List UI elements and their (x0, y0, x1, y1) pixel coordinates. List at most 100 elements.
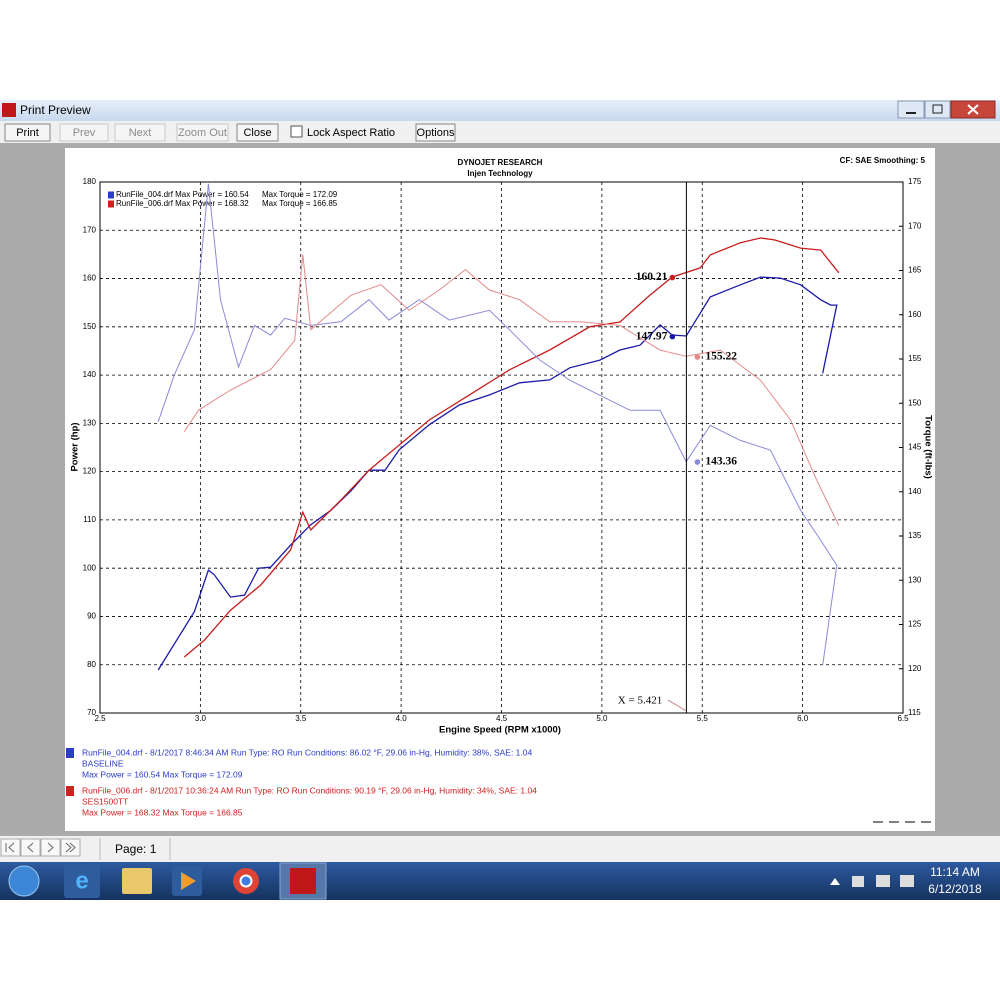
legend-swatch (108, 200, 114, 208)
minimize-button[interactable] (897, 100, 925, 119)
y-tick-label: 130 (83, 418, 97, 427)
ie-glyph: e (75, 867, 88, 894)
options-button[interactable] (415, 123, 456, 142)
page-nav (0, 838, 81, 857)
legend-label: RunFile_004.drf Max Power = 160.54 (116, 190, 249, 199)
cursor-readout: 143.36 (705, 456, 737, 468)
y2-tick-label: 150 (908, 398, 922, 407)
series-line (157, 276, 838, 671)
toolbar-button-label[interactable]: Prev (73, 127, 96, 139)
x-axis-title: Engine Speed (RPM x1000) (439, 725, 561, 736)
restore-glyph (932, 104, 943, 114)
run-swatch (66, 748, 74, 758)
toolbar-button-label[interactable]: Print (16, 127, 39, 139)
app-icon (2, 103, 16, 117)
cursor-point (669, 274, 676, 281)
ie-icon[interactable] (64, 864, 100, 898)
first-page-button[interactable] (0, 838, 21, 857)
series-line (183, 237, 840, 658)
toolbar-button-label[interactable]: Next (129, 127, 152, 139)
restore-button[interactable] (924, 100, 951, 119)
toolbar-button[interactable] (59, 123, 109, 142)
x-tick-label: 4.0 (396, 714, 408, 723)
legend-torque: Max Torque = 166.85 (262, 199, 338, 208)
x-tick-label: 4.5 (496, 714, 508, 723)
media-glyph (181, 872, 196, 890)
cursor-point (669, 333, 676, 340)
chart: DYNOJET RESEARCH Injen Technology CF: SAE … (66, 156, 933, 817)
toolbar-buttons: Print Prev Next Zoom Out Close (4, 123, 279, 142)
y-tick-label: 170 (83, 225, 97, 234)
toolbar-button[interactable] (236, 123, 279, 142)
cursor-readout: 155.22 (705, 351, 737, 363)
checkbox-label[interactable]: Lock Aspect Ratio (307, 127, 395, 139)
run-info: RunFile_004.drf - 8/1/2017 8:46:34 AM Ru… (82, 747, 532, 757)
run-swatch (66, 786, 74, 796)
chrome-glyph (239, 874, 253, 888)
toolbar-button[interactable] (114, 123, 166, 142)
y-tick-label: 150 (83, 322, 97, 331)
y-tick-label: 110 (83, 515, 96, 524)
explorer-icon[interactable] (122, 868, 152, 894)
close-glyph (967, 104, 979, 115)
y2-tick-label: 135 (908, 531, 922, 540)
run-info: RunFile_006.drf - 8/1/2017 10:36:24 AM R… (82, 785, 537, 795)
y2-tick-label: 115 (908, 708, 921, 717)
page-indicator: Page: 1 (115, 842, 157, 856)
y2-tick-label: 125 (908, 620, 922, 629)
y-tick-label: 140 (83, 370, 97, 379)
nav-glyphs (5, 842, 76, 853)
legend-swatch (108, 191, 114, 199)
start-button[interactable] (8, 865, 40, 897)
legend-label: RunFile_006.drf Max Power = 168.32 (116, 199, 249, 208)
clock-time: 11:14 AM (930, 865, 980, 879)
cursor-label: X = 5.421 (618, 695, 662, 707)
toolbar-button-label[interactable]: Close (243, 127, 271, 139)
y2-tick-label: 165 (908, 266, 922, 275)
y2-tick-label: 130 (908, 575, 922, 584)
toolbar-button-label[interactable]: Zoom Out (178, 127, 227, 139)
cursor-leader (667, 699, 687, 712)
series-line (157, 183, 838, 666)
options-label[interactable]: Options (417, 127, 455, 139)
y-tick-label: 100 (83, 563, 97, 572)
x-tick-label: 3.5 (295, 714, 307, 723)
x-tick-label: 2.5 (94, 714, 106, 723)
status-bar (0, 836, 1000, 862)
y2-tick-label: 170 (908, 221, 922, 230)
action-icon[interactable] (900, 875, 914, 887)
y-axis-title: Power (hp) (70, 422, 81, 471)
series-line (183, 254, 840, 526)
dynojet-glyph (290, 868, 316, 894)
run-info: Max Power = 168.32 Max Torque = 166.85 (82, 807, 243, 817)
y2-tick-label: 175 (908, 177, 922, 186)
toolbar-button[interactable] (176, 123, 229, 142)
volume-icon[interactable] (852, 876, 864, 887)
y-tick-label: 70 (87, 708, 96, 717)
y2-tick-label: 120 (908, 664, 922, 673)
title-bar (0, 100, 1000, 121)
network-icon[interactable] (876, 875, 890, 887)
x-tick-label: 6.0 (797, 714, 809, 723)
toolbar-button[interactable] (4, 123, 51, 142)
tray-arrow[interactable] (830, 878, 840, 885)
y2-tick-label: 155 (908, 354, 922, 363)
y-tick-label: 160 (83, 274, 97, 283)
prev-page-button[interactable] (20, 838, 41, 857)
x-tick-label: 5.5 (697, 714, 709, 723)
report-header: DYNOJET RESEARCH (458, 158, 543, 167)
y-tick-label: 90 (87, 612, 96, 621)
y2-tick-label: 160 (908, 310, 922, 319)
window-title: Print Preview (20, 103, 91, 117)
y2-tick-label: 140 (908, 487, 922, 496)
run-info: SES1500TT (82, 796, 128, 806)
x-tick-label: 3.0 (195, 714, 207, 723)
legend-torque: Max Torque = 172.09 (262, 190, 338, 199)
clock-date: 6/12/2018 (928, 882, 982, 896)
next-page-button[interactable] (40, 838, 61, 857)
x-tick-label: 6.5 (897, 714, 909, 723)
checkbox[interactable] (290, 125, 303, 138)
y-tick-label: 120 (83, 467, 97, 476)
